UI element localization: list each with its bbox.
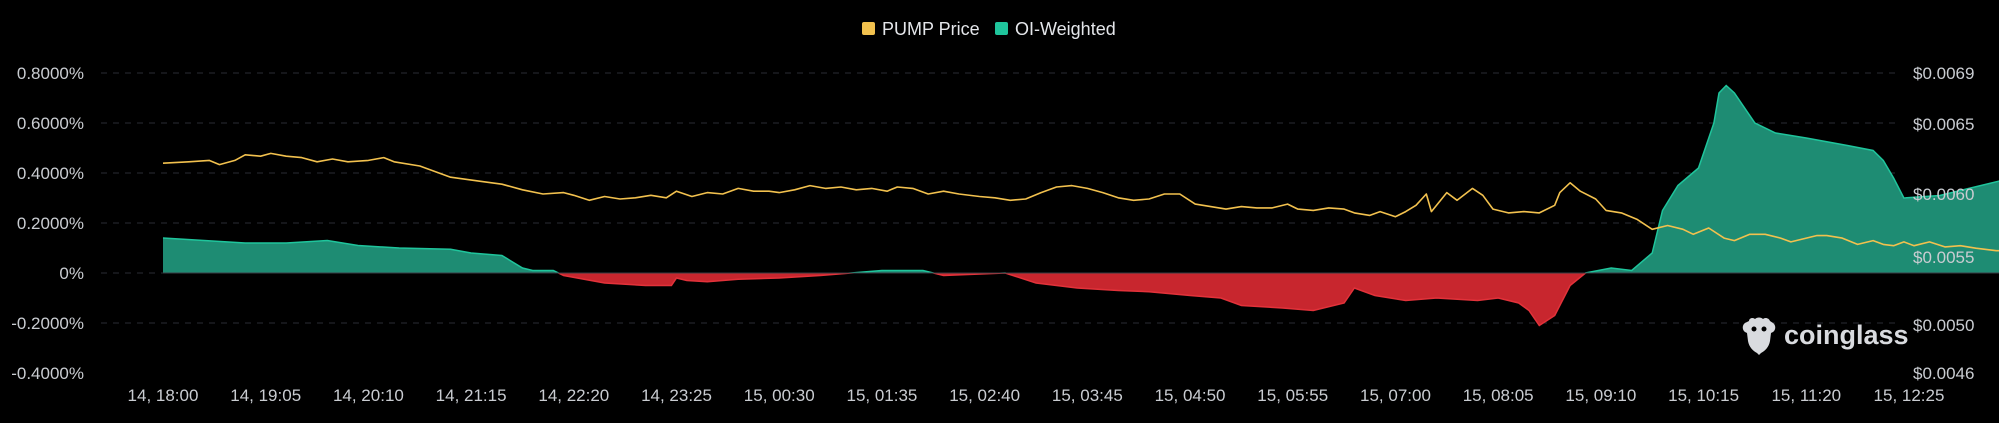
x-tick-label: 14, 20:10 [333,386,404,405]
left-axis-ticks: 0.8000% 0.6000% 0.4000% 0.2000% 0% -0.2000% -0… [11,64,84,383]
oi-positive-line [162,84,1999,273]
x-tick-label: 15, 09:10 [1565,386,1636,405]
x-tick-label: 15, 12:25 [1874,386,1945,405]
left-tick-label: 0.4000% [17,164,84,183]
legend-swatch-oi-weighted [995,22,1008,35]
chart-legend: PUMP Price OI-Weighted [862,19,1116,39]
legend-label-oi-weighted: OI-Weighted [1015,19,1116,39]
x-tick-label: 14, 23:25 [641,386,712,405]
watermark-text: coinglass [1784,320,1909,350]
oi-negative-line [556,273,1590,327]
x-tick-label: 14, 22:20 [538,386,609,405]
x-tick-label: 15, 11:20 [1771,386,1841,405]
left-tick-label: 0% [59,264,84,283]
x-axis-ticks: 14, 18:00 14, 19:05 14, 20:10 14, 21:15 14, … [128,386,1945,405]
pump-price-path [162,152,1999,252]
x-tick-label: 15, 07:00 [1360,386,1431,405]
x-tick-label: 15, 08:05 [1463,386,1534,405]
right-tick-label: $0.0060 [1913,185,1974,204]
oi-negative-area [163,273,1999,326]
coinglass-logo-icon [1742,317,1776,355]
oi-positive-area [163,85,1999,273]
x-tick-label: 15, 03:45 [1052,386,1123,405]
x-tick-label: 15, 02:40 [949,386,1020,405]
legend-swatch-pump-price [862,22,875,35]
legend-label-pump-price: PUMP Price [882,19,980,39]
left-tick-label: 0.6000% [17,114,84,133]
left-tick-label: -0.4000% [11,364,84,383]
right-tick-label: $0.0065 [1913,115,1974,134]
x-tick-label: 15, 01:35 [846,386,917,405]
x-tick-label: 15, 10:15 [1668,386,1739,405]
right-tick-label: $0.0069 [1913,64,1974,83]
x-tick-label: 14, 21:15 [436,386,507,405]
left-tick-label: -0.2000% [11,314,84,333]
x-tick-label: 15, 05:55 [1257,386,1328,405]
right-axis-ticks: $0.0069 $0.0065 $0.0060 $0.0055 $0.0050 $0.00… [1913,64,1974,383]
coinglass-watermark: coinglass [1742,317,1909,355]
right-tick-label: $0.0050 [1913,316,1974,335]
oi-weighted-area [162,84,1999,327]
x-tick-label: 15, 00:30 [744,386,815,405]
left-tick-label: 0.2000% [17,214,84,233]
pump-price-line [162,152,1999,252]
left-tick-label: 0.8000% [17,64,84,83]
x-tick-label: 14, 19:05 [230,386,301,405]
right-tick-label: $0.0046 [1913,364,1974,383]
x-tick-label: 14, 18:00 [128,386,199,405]
x-tick-label: 15, 04:50 [1155,386,1226,405]
right-tick-label: $0.0055 [1913,248,1974,267]
